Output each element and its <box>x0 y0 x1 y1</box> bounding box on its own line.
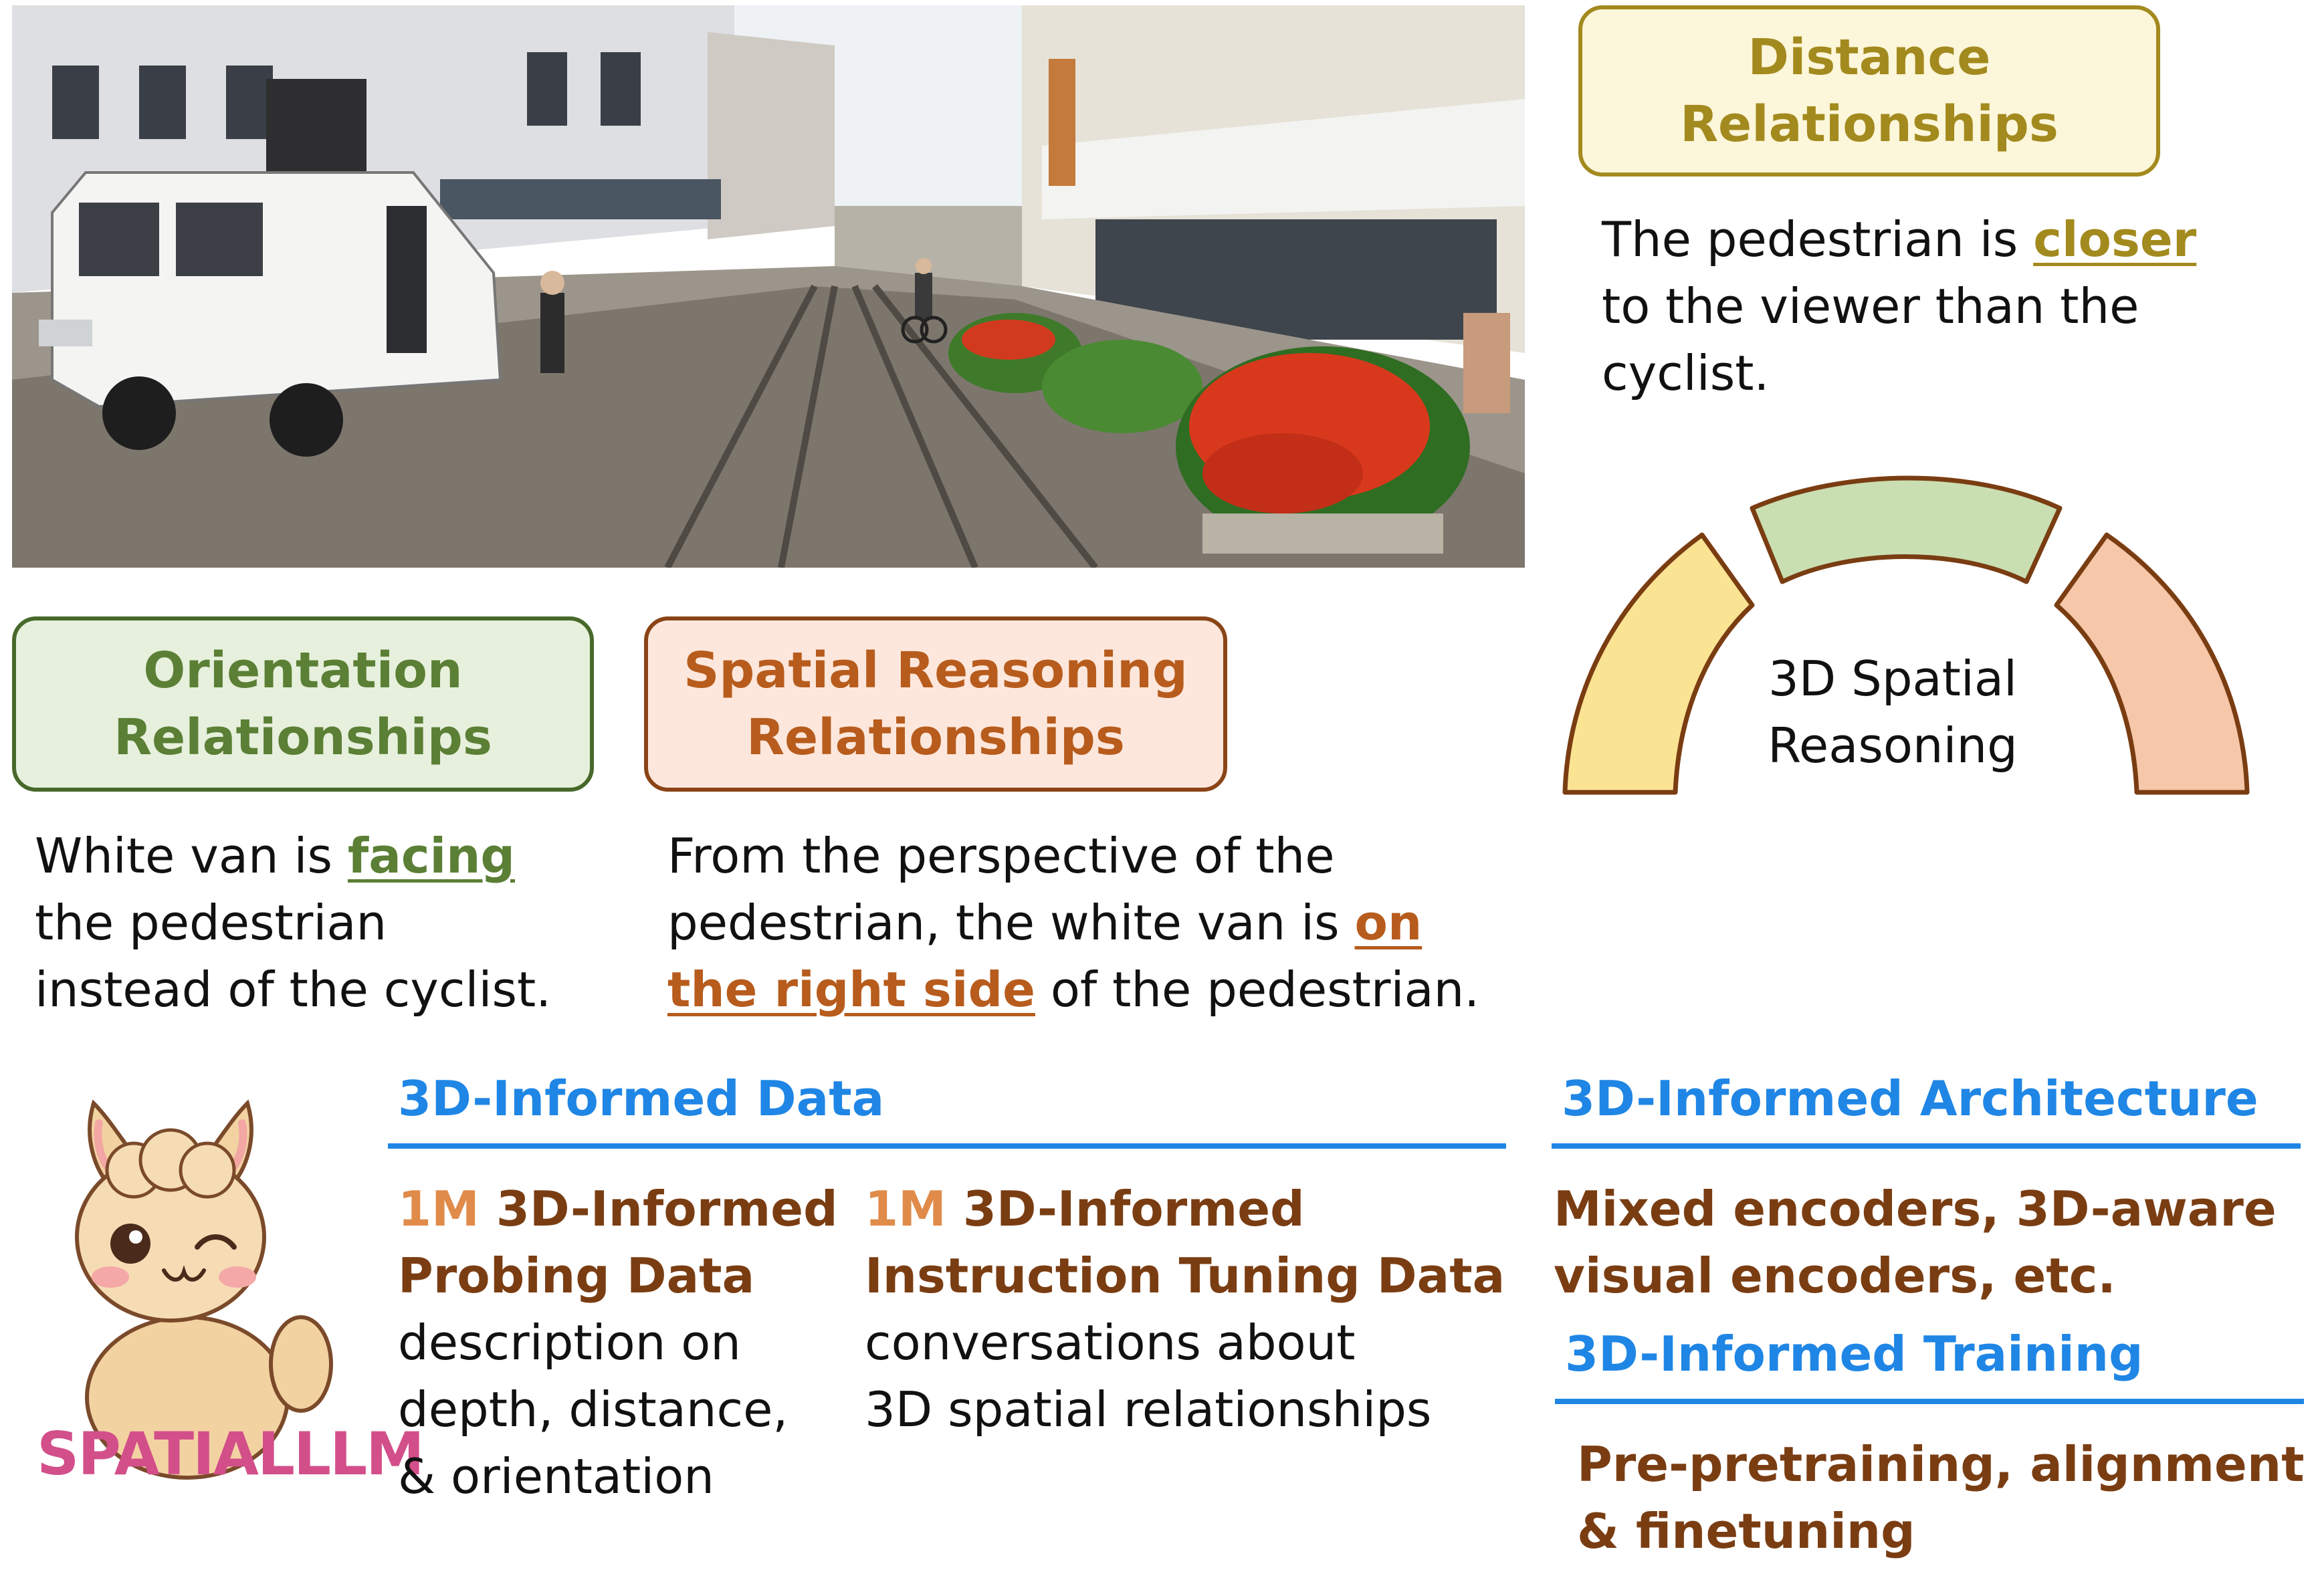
street-scene-photo <box>12 5 1525 568</box>
instruction-data-description: conversations about 3D spatial relations… <box>865 1309 1520 1443</box>
spatial-label-line2: Reasoning <box>1768 717 2018 774</box>
probing-desc-line3: & orientation <box>398 1448 714 1504</box>
orientation-relationships-box: Orientation Relationships <box>12 616 594 792</box>
probing-title-line1: 3D-Informed <box>479 1181 838 1237</box>
orientation-desc-pre: White van is <box>35 828 348 884</box>
arch-segment-spatial-reasoning <box>2054 532 2250 795</box>
training-section-title: 3D-Informed Training <box>1565 1326 2143 1382</box>
spatial-keyword-part1: on <box>1354 895 1423 951</box>
distance-desc-line3: cyclist. <box>1602 345 1770 401</box>
architecture-description: Mixed encoders, 3D-aware visual encoders… <box>1554 1175 2303 1309</box>
architecture-section-rule <box>1552 1143 2301 1149</box>
distance-description: The pedestrian is closer to the viewer t… <box>1602 206 2304 407</box>
distance-title-line2: Relationships <box>1680 96 2059 153</box>
instruction-data-title: 1M 3D-Informed Instruction Tuning Data <box>865 1175 1520 1309</box>
distance-desc-pre: The pedestrian is <box>1602 211 2034 267</box>
data-section-rule <box>388 1143 1506 1149</box>
probing-title-line2: Probing Data <box>398 1248 755 1304</box>
spatial-reasoning-label: 3D Spatial Reasoning <box>1685 645 2100 779</box>
spatial-reasoning-arch-diagram <box>1558 461 2294 809</box>
spatial-reasoning-relationships-box: Spatial Reasoning Relationships <box>644 616 1227 792</box>
orientation-title-line1: Orientation <box>143 642 463 699</box>
spatial-desc-line3-post: of the pedestrian. <box>1035 961 1480 1018</box>
distance-title-line1: Distance <box>1748 29 1991 86</box>
spatial-title-line2: Relationships <box>746 709 1125 766</box>
training-description: Pre-pretraining, alignment & finetuning <box>1577 1431 2306 1565</box>
orientation-keyword: facing <box>347 828 515 884</box>
spatial-desc-line1: From the perspective of the <box>667 828 1335 884</box>
spatial-label-line1: 3D Spatial <box>1768 651 2018 707</box>
training-desc-line1: Pre-pretraining, alignment <box>1577 1436 2305 1492</box>
distance-desc-line2: to the viewer than the <box>1602 278 2139 334</box>
training-desc-line2: & finetuning <box>1577 1503 1915 1559</box>
probing-amount: 1M <box>398 1181 480 1237</box>
instruction-desc-line1: conversations about <box>865 1315 1356 1371</box>
probing-data-description: description on depth, distance, & orient… <box>398 1309 866 1510</box>
orientation-desc-line2: the pedestrian <box>35 895 387 951</box>
spatialllm-logo-text: SPATIALLLM <box>37 1419 425 1488</box>
orientation-desc-line3: instead of the cyclist. <box>35 961 552 1018</box>
probing-data-title: 1M 3D-Informed Probing Data <box>398 1175 866 1309</box>
orientation-description: White van is facing the pedestrian inste… <box>35 822 637 1023</box>
spatial-desc-line2-pre: pedestrian, the white van is <box>667 895 1355 951</box>
instruction-title-line2: Instruction Tuning Data <box>865 1248 1505 1304</box>
arch-segment-orientation <box>1750 475 2063 584</box>
architecture-desc-line2: visual encoders, etc. <box>1554 1248 2116 1304</box>
data-section-title: 3D-Informed Data <box>398 1070 885 1127</box>
arch-segment-distance <box>1562 532 1755 795</box>
orientation-title-line2: Relationships <box>114 709 492 766</box>
probing-desc-line1: description on <box>398 1315 741 1371</box>
spatial-keyword-part2: the right side <box>667 961 1035 1018</box>
instruction-title-line1: 3D-Informed <box>946 1181 1305 1237</box>
distance-keyword: closer <box>2033 211 2197 267</box>
probing-desc-line2: depth, distance, <box>398 1381 788 1438</box>
spatial-reasoning-description: From the perspective of the pedestrian, … <box>667 822 1557 1023</box>
spatialllm-llama-mascot <box>47 1083 341 1498</box>
training-section-rule <box>1555 1399 2304 1404</box>
distance-relationships-box: Distance Relationships <box>1578 5 2160 177</box>
architecture-desc-line1: Mixed encoders, 3D-aware <box>1554 1181 2277 1237</box>
instruction-desc-line2: 3D spatial relationships <box>865 1381 1432 1438</box>
spatial-title-line1: Spatial Reasoning <box>683 642 1188 699</box>
architecture-section-title: 3D-Informed Architecture <box>1562 1070 2258 1127</box>
instruction-amount: 1M <box>865 1181 946 1237</box>
